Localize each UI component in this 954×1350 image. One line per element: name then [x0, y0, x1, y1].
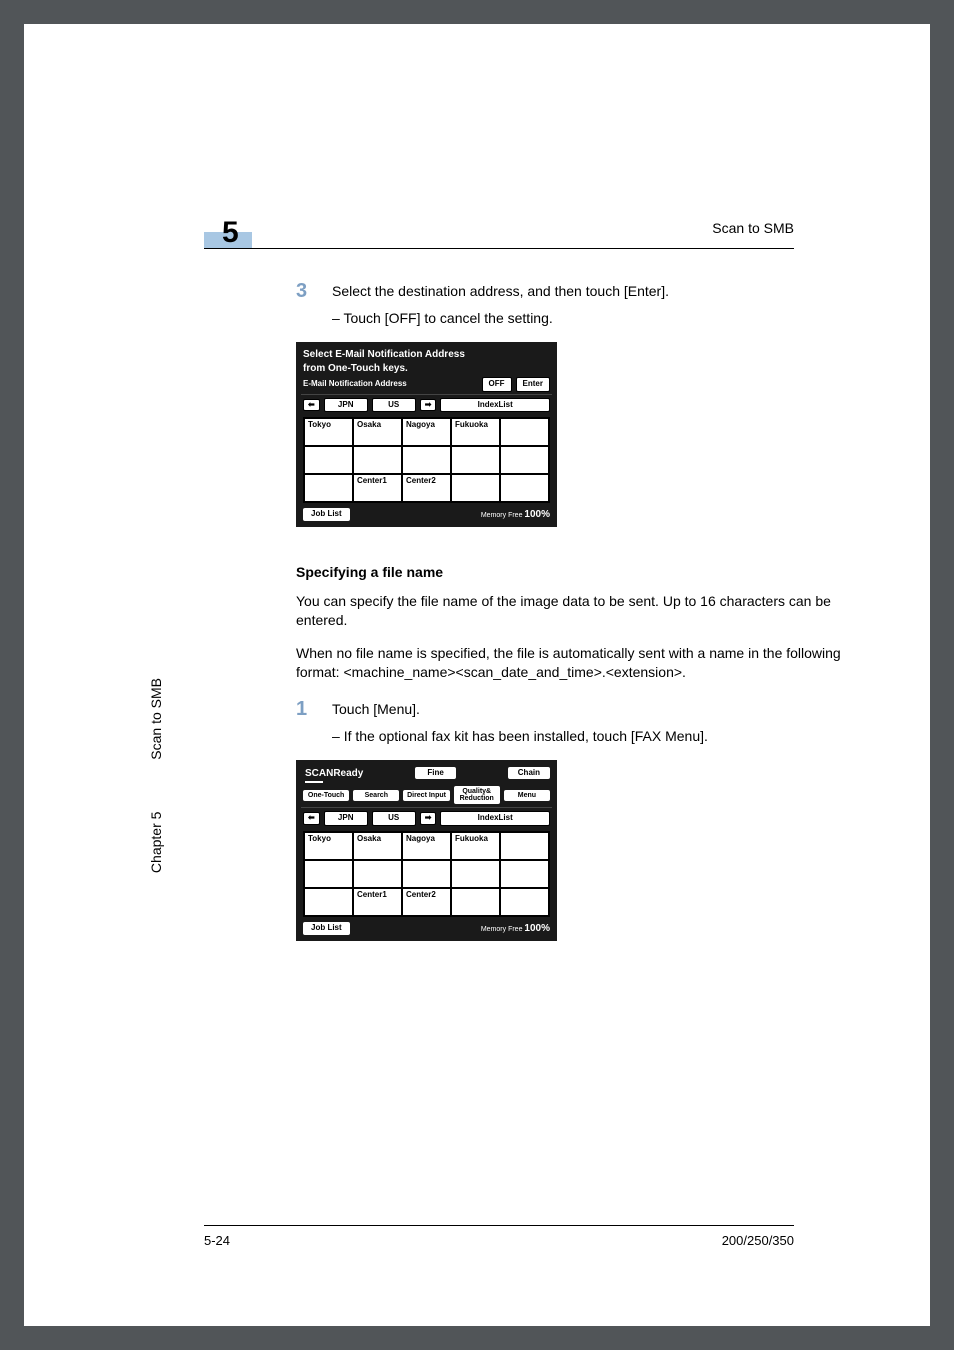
off-button[interactable]: OFF: [482, 377, 512, 392]
chain-button[interactable]: Chain: [508, 767, 550, 780]
fine-button[interactable]: Fine: [415, 767, 455, 780]
grid-cell[interactable]: [353, 446, 402, 474]
grid-cell[interactable]: Center1: [353, 888, 402, 916]
grid-cell[interactable]: [451, 446, 500, 474]
joblist-button[interactable]: Job List: [303, 508, 350, 521]
footer-rule: [204, 1225, 794, 1226]
lcd1-sublabel: E-Mail Notification Address: [303, 380, 407, 389]
chapter-block: 5: [204, 214, 239, 248]
page: 5 Scan to SMB Chapter 5 Scan to SMB 3 Se…: [24, 24, 930, 1326]
tab-jpn[interactable]: JPN: [324, 398, 368, 413]
grid-cell[interactable]: Center1: [353, 474, 402, 502]
sidebar-section: Scan to SMB: [148, 678, 164, 760]
search-button[interactable]: Search: [353, 790, 399, 801]
grid-cell[interactable]: [500, 418, 549, 446]
step-text: Touch [Menu].: [332, 696, 420, 723]
mem-label: Memory Free: [481, 512, 523, 519]
model-number: 200/250/350: [722, 1233, 794, 1248]
header-title: Scan to SMB: [712, 220, 794, 236]
mem-label: Memory Free: [481, 926, 523, 933]
sidebar-chapter: Chapter 5: [148, 812, 164, 873]
arrow-left-icon[interactable]: ⬅: [303, 399, 320, 412]
step-number: 3: [296, 278, 332, 305]
grid-cell[interactable]: Fukuoka: [451, 418, 500, 446]
lcd2-status-row: SCANReady Fine Chain: [301, 765, 552, 784]
chapter-number: 5: [222, 216, 239, 250]
step-3: 3 Select the destination address, and th…: [296, 278, 842, 305]
menu-button[interactable]: Menu: [504, 790, 550, 801]
arrow-right-icon[interactable]: ➡: [420, 812, 437, 825]
grid-cell[interactable]: Fukuoka: [451, 832, 500, 860]
section-heading: Specifying a file name: [296, 563, 842, 582]
indexlist-button[interactable]: IndexList: [440, 811, 550, 826]
step-number: 1: [296, 696, 332, 723]
section-p2: When no file name is specified, the file…: [296, 644, 842, 682]
tab-us[interactable]: US: [372, 398, 416, 413]
lcd1-tabs: ⬅ JPN US ➡ IndexList: [301, 394, 552, 416]
lcd1-title2: from One-Touch keys.: [301, 361, 552, 375]
grid-cell[interactable]: Center2: [402, 474, 451, 502]
grid-cell[interactable]: [451, 474, 500, 502]
lcd1-subrow: E-Mail Notification Address OFF Enter: [301, 375, 552, 394]
grid-cell[interactable]: [304, 888, 353, 916]
grid-cell[interactable]: [451, 888, 500, 916]
grid-cell[interactable]: Nagoya: [402, 832, 451, 860]
grid-cell[interactable]: [500, 860, 549, 888]
page-number: 5-24: [204, 1233, 230, 1248]
lcd2-tabs: ⬅ JPN US ➡ IndexList: [301, 807, 552, 829]
lcd2-modebar: One-Touch Search Direct Input Quality& R…: [301, 783, 552, 807]
tab-us[interactable]: US: [372, 811, 416, 826]
mem-pct: 100%: [524, 509, 550, 520]
step-text: Select the destination address, and then…: [332, 278, 669, 305]
quality-button[interactable]: Quality& Reduction: [454, 786, 500, 804]
grid-cell[interactable]: [451, 860, 500, 888]
arrow-left-icon[interactable]: ⬅: [303, 812, 320, 825]
grid-cell[interactable]: Center2: [402, 888, 451, 916]
grid-cell[interactable]: [402, 446, 451, 474]
tab-jpn[interactable]: JPN: [324, 811, 368, 826]
lcd1-title1: Select E-Mail Notification Address: [301, 347, 552, 361]
sidebar: Chapter 5 Scan to SMB: [148, 678, 164, 873]
lcd2-grid: Tokyo Osaka Nagoya Fukuoka Center1 Ce: [303, 831, 550, 917]
grid-cell[interactable]: [500, 446, 549, 474]
direct-input-button[interactable]: Direct Input: [403, 790, 449, 801]
grid-cell[interactable]: [304, 446, 353, 474]
indexlist-button[interactable]: IndexList: [440, 398, 550, 413]
grid-cell[interactable]: [500, 474, 549, 502]
content-area: 3 Select the destination address, and th…: [296, 278, 842, 951]
grid-cell[interactable]: [500, 832, 549, 860]
arrow-right-icon[interactable]: ➡: [420, 399, 437, 412]
lcd-panel-notification: Select E-Mail Notification Address from …: [296, 342, 557, 527]
lcd1-footer: Job List Memory Free 100%: [301, 505, 552, 522]
step-1-sub: If the optional fax kit has been install…: [332, 727, 842, 746]
header-rule: [204, 248, 794, 249]
lcd1-grid: Tokyo Osaka Nagoya Fukuoka Center1 Ce: [303, 417, 550, 503]
joblist-button[interactable]: Job List: [303, 922, 350, 935]
grid-cell[interactable]: [304, 474, 353, 502]
enter-button[interactable]: Enter: [516, 377, 550, 392]
scan-ready-label: SCANReady: [303, 768, 363, 779]
step-1: 1 Touch [Menu].: [296, 696, 842, 723]
onetouch-button[interactable]: One-Touch: [303, 790, 349, 801]
step-3-sub: Touch [OFF] to cancel the setting.: [332, 309, 842, 328]
grid-cell[interactable]: [304, 860, 353, 888]
lcd2-footer: Job List Memory Free 100%: [301, 919, 552, 936]
memory-indicator: Memory Free 100%: [481, 924, 550, 934]
grid-cell[interactable]: [402, 860, 451, 888]
grid-cell[interactable]: [353, 860, 402, 888]
grid-cell[interactable]: Osaka: [353, 418, 402, 446]
grid-cell[interactable]: Nagoya: [402, 418, 451, 446]
grid-cell[interactable]: Tokyo: [304, 418, 353, 446]
grid-cell[interactable]: Tokyo: [304, 832, 353, 860]
grid-cell[interactable]: Osaka: [353, 832, 402, 860]
grid-cell[interactable]: [500, 888, 549, 916]
section-p1: You can specify the file name of the ima…: [296, 592, 842, 630]
lcd-panel-scan: SCANReady Fine Chain One-Touch Search Di…: [296, 760, 557, 941]
mem-pct: 100%: [524, 923, 550, 934]
memory-indicator: Memory Free 100%: [481, 510, 550, 520]
